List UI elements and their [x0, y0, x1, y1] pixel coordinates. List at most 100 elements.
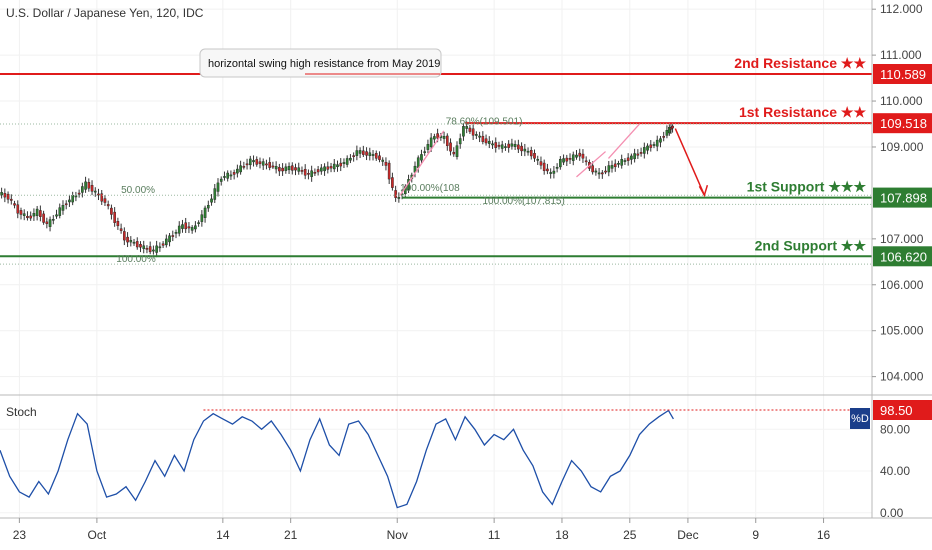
candle-body: [64, 203, 68, 206]
candle-body: [504, 146, 507, 148]
candle-body: [97, 193, 100, 196]
candle-body: [578, 152, 582, 157]
x-tick-label: 9: [752, 528, 759, 542]
candle-body: [226, 172, 230, 179]
candle-body: [381, 159, 385, 162]
candle-body: [194, 225, 197, 230]
price-tag-label: 110.589: [880, 67, 926, 82]
stoch-tick-label: 40.00: [880, 464, 910, 478]
candle-body: [135, 241, 139, 248]
candle-body: [462, 126, 465, 137]
fib-label: 100.00%(108: [400, 183, 460, 194]
candle-body: [336, 164, 339, 168]
candle-body: [300, 170, 304, 172]
candle-body: [216, 182, 220, 192]
candle-body: [613, 163, 617, 168]
candle-body: [465, 126, 468, 129]
candle-body: [129, 239, 133, 243]
candle-body: [68, 199, 71, 203]
candle-body: [310, 170, 313, 177]
candle-body: [429, 137, 433, 148]
candle-body: [223, 176, 226, 178]
candle-body: [365, 151, 368, 156]
candle-body: [265, 163, 268, 166]
candle-body: [197, 222, 200, 224]
candle-body: [229, 174, 233, 177]
candle-body: [591, 165, 594, 173]
candle-body: [158, 246, 162, 249]
candle-body: [90, 185, 94, 192]
candle-body: [620, 159, 624, 166]
candle-body: [39, 210, 42, 217]
candle-body: [671, 125, 674, 129]
candle-body: [278, 167, 281, 172]
candle-body: [610, 165, 614, 169]
candle-body: [426, 144, 430, 150]
candle-body: [168, 235, 171, 243]
candle-body: [155, 245, 158, 253]
projection-arrow: [399, 130, 445, 196]
candle-body: [484, 138, 488, 144]
stochastic-name: Stoch: [6, 405, 37, 419]
candle-body: [529, 150, 533, 157]
candle-body: [559, 158, 562, 168]
candle-body: [9, 198, 13, 201]
candle-body: [297, 167, 301, 172]
candle-body: [623, 160, 627, 162]
candle-body: [281, 167, 284, 172]
price-tick-label: 110.000: [880, 94, 923, 108]
candle-body: [116, 221, 120, 227]
candle-body: [242, 166, 246, 168]
candle-body: [252, 160, 255, 163]
candle-body: [113, 211, 116, 223]
stochastic-pane: [0, 409, 872, 509]
candle-body: [161, 243, 165, 246]
candle-body: [478, 135, 481, 138]
candle-body: [552, 170, 556, 174]
candle-body: [397, 197, 401, 199]
candle-body: [316, 169, 320, 173]
x-tick-label: 14: [216, 528, 230, 542]
price-tick-label: 104.000: [880, 370, 924, 384]
fib-label: 78.60%(109.501): [446, 116, 523, 127]
candle-body: [255, 159, 259, 165]
candle-body: [213, 188, 217, 200]
candle-body: [526, 150, 530, 153]
candle-body: [607, 165, 611, 173]
candle-body: [594, 170, 598, 173]
candle-body: [58, 207, 62, 216]
candle-body: [71, 195, 74, 203]
candle-body: [171, 235, 175, 237]
candle-body: [274, 166, 278, 170]
candle-body: [655, 139, 659, 147]
candle-body: [165, 238, 168, 246]
candle-body: [491, 143, 494, 146]
candle-body: [342, 162, 346, 164]
candle-body: [362, 150, 365, 155]
candle-body: [636, 153, 640, 156]
x-tick-label: Oct: [88, 528, 107, 542]
candle-body: [517, 144, 520, 150]
level-label: 1st Resistance ★★: [739, 104, 866, 120]
candle-body: [206, 205, 210, 209]
candle-body: [669, 127, 673, 130]
stoch-tick-label: 80.00: [880, 422, 910, 436]
candle-body: [271, 165, 275, 168]
candle-body: [562, 158, 565, 163]
candle-body: [345, 158, 349, 165]
candle-body: [32, 213, 36, 217]
candle-body: [513, 144, 517, 147]
candle-body: [51, 218, 55, 221]
candle-body: [119, 228, 123, 231]
candle-body: [355, 150, 359, 156]
candle-body: [368, 152, 372, 156]
candle-body: [371, 154, 375, 156]
price-pane: 2nd Resistance ★★ 1st Resistance ★★ 1st Su…: [0, 48, 872, 265]
candle-body: [13, 203, 16, 206]
candle-body: [555, 167, 559, 169]
candle-body: [581, 153, 585, 159]
x-tick-label: 11: [488, 528, 501, 542]
candle-body: [659, 138, 662, 143]
fib-label: 100.00%: [116, 254, 156, 265]
candle-body: [200, 214, 204, 222]
